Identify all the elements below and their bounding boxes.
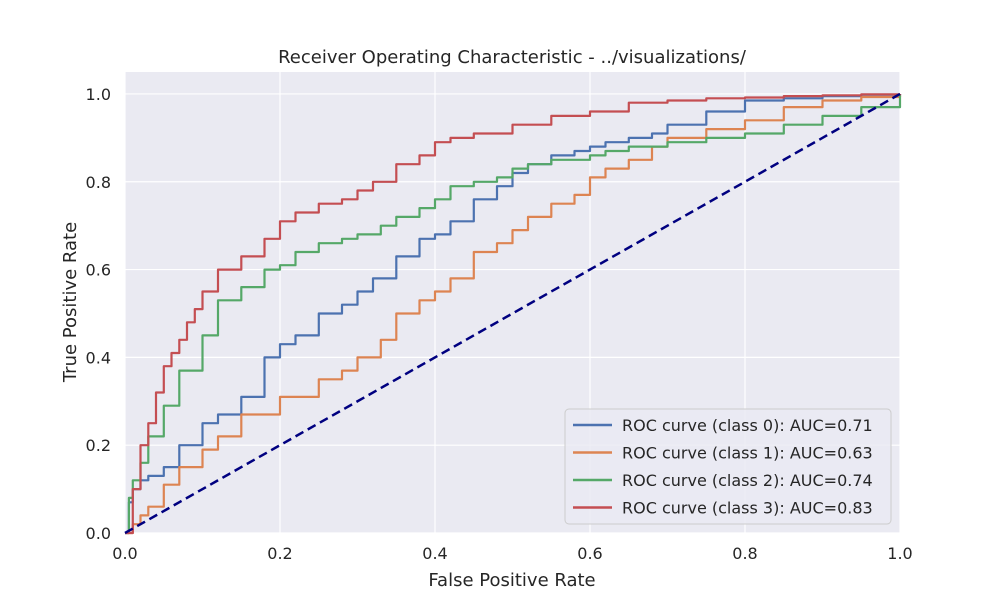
y-tick-label: 0.2 — [86, 436, 111, 455]
legend-label-class-2: ROC curve (class 2): AUC=0.74 — [622, 471, 873, 490]
y-tick-label: 0.4 — [86, 348, 111, 367]
tick-labels: 0.0 0.2 0.4 0.6 0.8 1.0 0.0 0.2 0.4 0.6 0.8 1.0 — [86, 85, 913, 563]
legend-box — [564, 408, 892, 525]
legend: ROC curve (class 0): AUC=0.71 ROC curve (… — [564, 408, 892, 525]
x-tick-label: 1.0 — [887, 544, 912, 563]
series-group — [124, 92, 902, 535]
y-tick-label: 1.0 — [86, 85, 111, 104]
x-tick-label: 0.4 — [422, 544, 447, 563]
roc-line-class-0 — [125, 93, 902, 535]
roc-line-class-2 — [125, 94, 902, 535]
x-axis-label: False Positive Rate — [428, 570, 595, 591]
legend-label-class-1: ROC curve (class 1): AUC=0.63 — [622, 444, 873, 463]
roc-line-class-1 — [125, 94, 902, 535]
x-tick-label: 0.2 — [267, 544, 292, 563]
legend-label-class-0: ROC curve (class 0): AUC=0.71 — [622, 416, 873, 435]
y-tick-label: 0.0 — [86, 524, 111, 543]
y-tick-label: 0.6 — [86, 261, 111, 280]
x-tick-label: 0.8 — [732, 544, 757, 563]
x-tick-label: 0.6 — [577, 544, 602, 563]
legend-label-class-3: ROC curve (class 3): AUC=0.83 — [622, 499, 873, 518]
x-tick-label: 0.0 — [112, 544, 137, 563]
y-tick-label: 0.8 — [86, 173, 111, 192]
roc-line-class-3 — [125, 93, 902, 535]
y-axis-label: True Positive Rate — [60, 222, 81, 383]
chart-title: Receiver Operating Characteristic - ../v… — [278, 47, 747, 68]
chance-diagonal-line — [124, 92, 901, 535]
